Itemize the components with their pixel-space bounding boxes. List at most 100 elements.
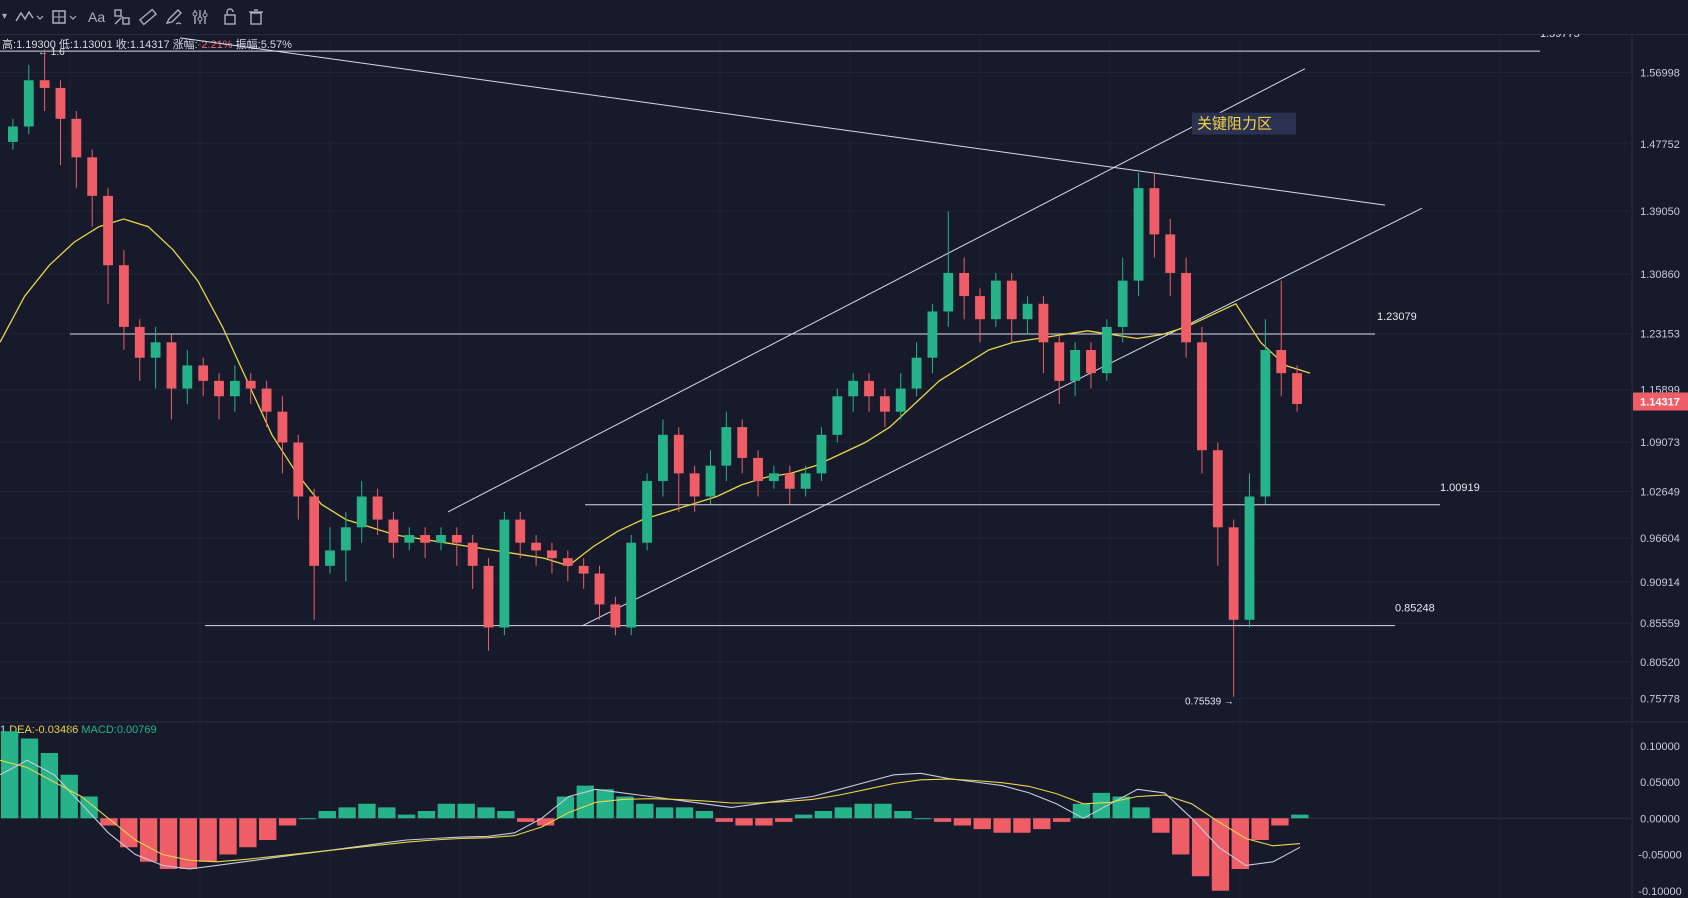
candle-body: [848, 380, 859, 397]
candle-body: [610, 604, 621, 628]
pattern-icon[interactable]: [112, 7, 132, 27]
candle-body: [39, 80, 50, 88]
candle-body: [658, 434, 668, 482]
candle-body: [1197, 342, 1207, 451]
candle-body: [562, 558, 573, 566]
candle-body: [23, 80, 34, 127]
macd-histogram-bar: [854, 803, 872, 819]
resistance-zone-box: [1192, 112, 1296, 135]
draw-icon[interactable]: [164, 7, 184, 27]
macd-dif-line: [0, 759, 1301, 870]
macd-label: MACD:: [81, 724, 117, 736]
macd-histogram-bar: [517, 818, 535, 822]
macd-histogram-bar: [636, 803, 654, 819]
candle-body: [451, 535, 462, 543]
macd-histogram-bar: [596, 789, 614, 819]
text-icon[interactable]: Aa: [88, 9, 106, 25]
candle-body: [293, 442, 304, 497]
macd-tick-label: -0.05000: [1638, 850, 1681, 862]
trash-icon[interactable]: [248, 7, 264, 27]
candle-body: [1117, 280, 1128, 327]
macd-value: 0.00769: [116, 724, 157, 736]
candle-body: [864, 380, 874, 397]
lock-icon[interactable]: [222, 7, 238, 27]
candle-body: [1292, 373, 1302, 404]
candle-body: [753, 457, 763, 482]
low-label: 低:: [58, 39, 73, 51]
level-label: 1.23079: [1377, 311, 1417, 323]
candle-body: [103, 195, 113, 266]
price-tick-label: 0.90914: [1640, 577, 1680, 589]
price-chart[interactable]: 1.59775 1.23079 1.00919 0.85248 1.56998 1.47…: [0, 34, 1688, 898]
macd-histogram-bar: [278, 818, 297, 826]
candle-body: [927, 311, 938, 358]
candle-body: [325, 550, 335, 566]
candle-body: [198, 365, 209, 381]
candle-body: [340, 527, 351, 551]
candle-body: [626, 542, 637, 628]
candle-body: [499, 519, 510, 628]
candle-body: [832, 396, 843, 435]
candle-body: [1149, 188, 1160, 235]
level-label: 0.85248: [1395, 603, 1435, 615]
close-value: 1.14317: [129, 39, 170, 51]
macd-histogram-bar: [775, 818, 793, 822]
candle-body: [182, 365, 193, 389]
candle-body: [689, 473, 700, 497]
low-value: 1.13001: [72, 39, 113, 51]
price-tick-label: 1.02649: [1640, 486, 1680, 498]
amplitude-value: 5.57%: [260, 39, 292, 51]
settings-icon[interactable]: [190, 7, 210, 27]
macd-histogram-bar: [715, 818, 733, 822]
macd-histogram-bar: [80, 796, 98, 819]
candle-body: [911, 357, 922, 389]
candle-body: [483, 565, 494, 628]
candle-body: [768, 473, 779, 482]
candle-body: [245, 380, 256, 389]
candle-body: [134, 326, 145, 358]
macd-histogram-bar: [794, 814, 813, 819]
toolbar: ▾ Aa: [0, 0, 1688, 35]
indicator-icon[interactable]: [14, 7, 44, 27]
candle-body: [990, 280, 1001, 320]
candle-body: [1070, 350, 1081, 381]
candle-body: [531, 542, 542, 551]
layout-icon[interactable]: [50, 7, 80, 27]
candle-body: [261, 388, 272, 412]
price-tick-label: 1.23153: [1640, 328, 1680, 340]
candle-body: [214, 380, 224, 397]
candle-body: [1260, 350, 1271, 497]
macd-histogram-bar: [755, 818, 773, 826]
candle-body: [1212, 450, 1223, 528]
candle-body: [229, 380, 240, 397]
candle-body: [1038, 303, 1049, 343]
macd-histogram-bar: [60, 774, 78, 819]
candle-body: [150, 342, 161, 358]
candle-body: [166, 342, 177, 389]
candle-body: [420, 535, 431, 543]
level-label: 1.00919: [1440, 482, 1480, 494]
dif-value: 1: [0, 724, 7, 736]
candle-body: [8, 126, 18, 142]
macd-histogram-bar: [259, 818, 277, 840]
candle-body: [1276, 350, 1287, 374]
macd-histogram-bar: [298, 818, 317, 820]
ruler-icon[interactable]: [138, 7, 158, 27]
candle-body: [515, 519, 526, 543]
macd-tick-label: 0.00000: [1640, 813, 1680, 825]
macd-histogram-bar: [378, 807, 396, 819]
candle-body: [404, 535, 415, 543]
macd-histogram-bar: [219, 818, 237, 855]
change-label: 涨幅:: [172, 39, 198, 51]
candle-body: [642, 481, 652, 543]
macd-histogram-bar: [894, 811, 912, 819]
macd-histogram-bar: [536, 818, 555, 826]
price-tick-label: 1.30860: [1640, 269, 1680, 281]
candle-body: [1228, 527, 1239, 620]
macd-histogram-bar: [675, 807, 694, 819]
macd-histogram-bar: [993, 818, 1011, 833]
macd-histogram-bar: [1231, 818, 1249, 869]
trend-line: [179, 37, 1386, 206]
macd-histogram-bar: [437, 803, 456, 819]
chevron-down-icon[interactable]: ▾: [2, 11, 8, 22]
